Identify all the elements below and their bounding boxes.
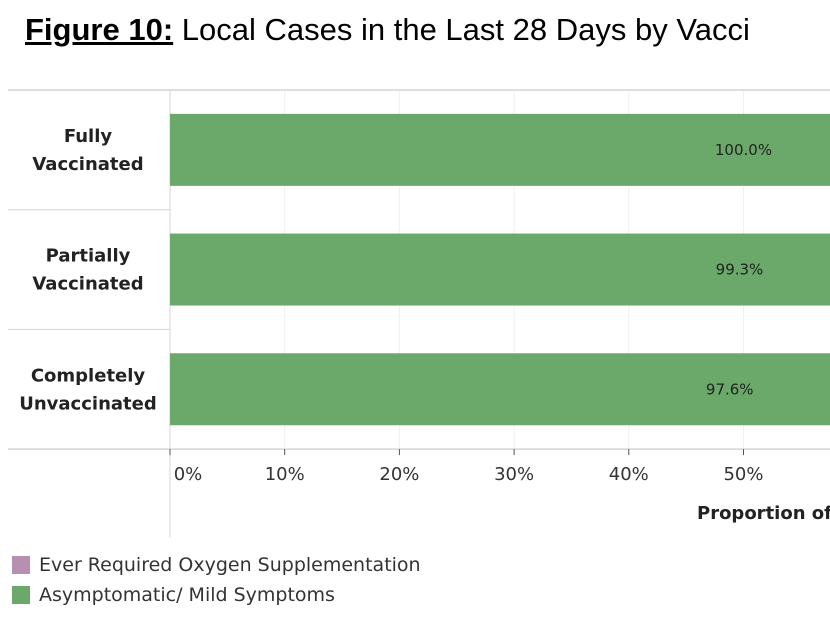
category-label: Completely: [31, 365, 146, 386]
bar-mild: [170, 233, 830, 306]
bar-value-label: 99.3%: [716, 261, 764, 279]
x-tick-label: 0%: [174, 464, 203, 485]
x-tick-label: 40%: [609, 464, 649, 485]
legend-swatch-mild: [12, 586, 30, 604]
legend-item-mild: Asymptomatic/ Mild Symptoms: [12, 584, 335, 606]
category-label: Unvaccinated: [19, 393, 156, 414]
x-tick-label: 10%: [265, 464, 305, 485]
legend-label-mild: Asymptomatic/ Mild Symptoms: [39, 584, 335, 606]
figure-title-text: Local Cases in the Last 28 Days by Vacci: [181, 12, 750, 47]
bar-mild: [170, 353, 830, 426]
category-label: Partially: [46, 246, 131, 267]
x-tick-label: 30%: [494, 464, 534, 485]
category-label: Vaccinated: [32, 154, 143, 175]
bar-value-label: 100.0%: [715, 141, 772, 159]
category-label: Fully: [64, 126, 113, 147]
legend-item-oxygen: Ever Required Oxygen Supplementation: [12, 554, 421, 576]
x-tick-label: 50%: [723, 464, 763, 485]
bar-mild: [170, 113, 830, 186]
bar-value-label: 97.6%: [706, 380, 754, 398]
figure-number: Figure 10:: [25, 12, 174, 47]
x-tick-label: 20%: [379, 464, 419, 485]
chart-title: Figure 10: Local Cases in the Last 28 Da…: [25, 12, 750, 48]
category-label: Vaccinated: [32, 274, 143, 295]
legend-swatch-oxygen: [12, 556, 30, 574]
legend-label-oxygen: Ever Required Oxygen Supplementation: [39, 554, 421, 576]
x-axis-title: Proportion of: [697, 503, 830, 524]
